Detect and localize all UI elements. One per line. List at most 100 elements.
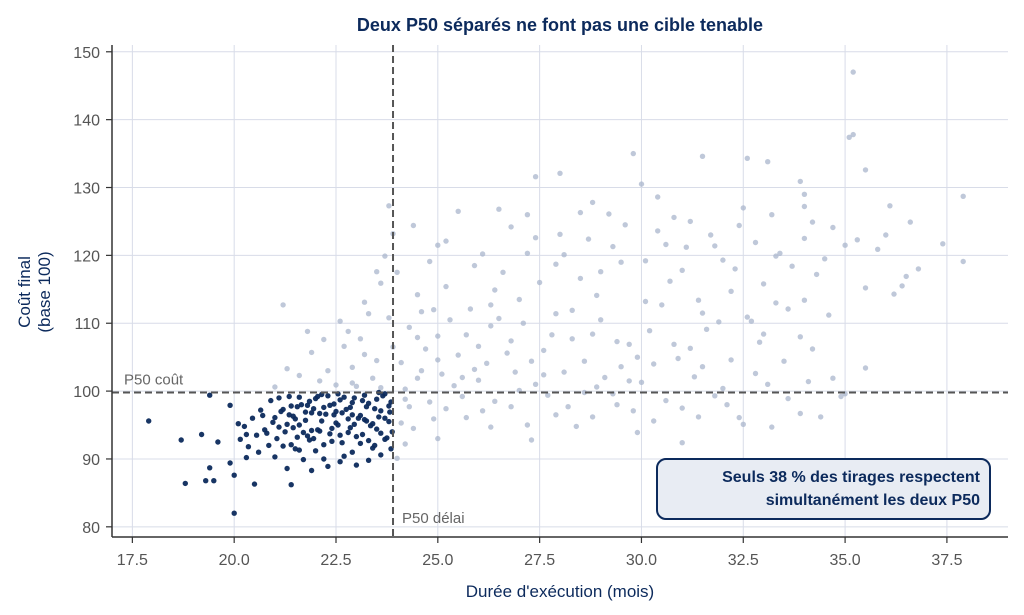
data-point-inside	[308, 467, 315, 474]
data-point-outside	[520, 320, 526, 326]
y-tick-label: 90	[82, 452, 100, 469]
data-point-inside	[357, 440, 364, 447]
data-point-inside	[288, 403, 294, 409]
data-point-outside	[809, 346, 816, 352]
data-point-inside	[349, 399, 355, 406]
data-point-outside	[610, 243, 616, 250]
data-point-inside	[308, 410, 315, 416]
data-point-outside	[325, 368, 331, 374]
data-point-outside	[439, 371, 445, 377]
data-point-inside	[331, 401, 337, 407]
data-point-outside	[496, 206, 502, 212]
data-point-inside	[329, 425, 335, 432]
data-point-outside	[443, 283, 449, 290]
data-point-outside	[585, 236, 592, 242]
data-point-outside	[496, 315, 502, 322]
data-point-outside	[630, 150, 636, 157]
data-point-outside	[907, 219, 913, 225]
x-tick-label: 32.5	[728, 552, 759, 569]
data-point-inside	[317, 410, 323, 417]
data-point-outside	[284, 366, 290, 372]
data-point-outside	[683, 244, 689, 250]
data-point-outside	[846, 134, 852, 140]
x-tick-label: 30.0	[626, 552, 657, 569]
data-point-outside	[406, 404, 412, 410]
data-point-outside	[756, 339, 763, 345]
data-point-inside	[327, 431, 333, 437]
data-point-outside	[349, 364, 355, 370]
data-point-inside	[272, 454, 278, 460]
data-point-outside	[402, 386, 408, 392]
data-point-outside	[675, 355, 681, 362]
data-point-outside	[492, 287, 498, 293]
data-point-inside	[321, 456, 327, 462]
data-point-outside	[724, 402, 730, 408]
data-point-outside	[809, 219, 816, 225]
annotation-box-frame	[656, 458, 991, 520]
data-point-outside	[345, 328, 351, 335]
annotation-line-2: simultanément les deux P50	[766, 492, 980, 509]
data-point-inside	[306, 398, 313, 404]
data-point-inside	[310, 435, 317, 442]
x-tick-label: 25.0	[422, 552, 453, 569]
data-point-outside	[553, 311, 559, 317]
data-point-inside	[286, 412, 292, 418]
data-point-inside	[372, 406, 378, 412]
data-point-outside	[532, 235, 539, 241]
data-point-outside	[549, 332, 555, 338]
data-point-outside	[508, 404, 514, 410]
data-point-inside	[294, 404, 300, 410]
data-point-outside	[280, 302, 286, 308]
data-point-outside	[431, 416, 437, 422]
data-point-outside	[524, 422, 531, 428]
data-point-outside	[598, 269, 604, 275]
data-point-outside	[467, 306, 474, 312]
data-point-outside	[374, 269, 380, 275]
data-point-inside	[241, 423, 248, 430]
data-point-outside	[642, 258, 649, 264]
data-point-outside	[732, 266, 738, 272]
y-tick-label: 140	[73, 113, 100, 130]
data-point-outside	[569, 336, 575, 342]
data-point-outside	[736, 414, 742, 421]
data-point-outside	[370, 375, 376, 381]
data-point-outside	[378, 385, 384, 391]
data-point-outside	[475, 343, 482, 349]
data-point-inside	[382, 391, 388, 397]
data-point-outside	[801, 203, 808, 210]
data-point-inside	[198, 431, 205, 438]
data-point-outside	[353, 383, 360, 389]
data-point-outside	[634, 429, 641, 436]
data-point-outside	[589, 331, 596, 337]
data-point-inside	[321, 404, 327, 411]
data-point-inside	[296, 447, 302, 453]
data-point-outside	[638, 379, 645, 385]
data-point-outside	[602, 374, 608, 381]
data-point-inside	[347, 404, 353, 411]
data-point-outside	[581, 358, 588, 364]
data-point-inside	[359, 397, 366, 404]
data-point-outside	[418, 368, 425, 374]
data-point-inside	[182, 480, 188, 487]
data-point-outside	[471, 262, 478, 269]
data-point-inside	[298, 402, 305, 408]
data-point-outside	[463, 414, 469, 421]
data-point-inside	[253, 432, 260, 438]
y-tick-label: 120	[73, 248, 100, 265]
data-point-inside	[323, 411, 329, 417]
data-point-outside	[541, 347, 547, 354]
y-axis-ticks: 80 90 100 110 120 130 140 150	[73, 45, 112, 537]
data-point-outside	[406, 324, 412, 330]
data-point-outside	[557, 231, 563, 237]
data-point-inside	[337, 459, 343, 465]
data-point-inside	[231, 510, 237, 516]
data-point-outside	[699, 153, 706, 159]
data-point-outside	[394, 269, 400, 275]
data-point-inside	[327, 402, 333, 408]
data-point-inside	[349, 449, 355, 455]
data-point-inside	[288, 442, 294, 448]
y-axis-label-line-2: (base 100)	[35, 251, 54, 332]
data-point-outside	[577, 275, 584, 282]
data-point-outside	[687, 345, 693, 351]
data-point-inside	[325, 393, 331, 399]
